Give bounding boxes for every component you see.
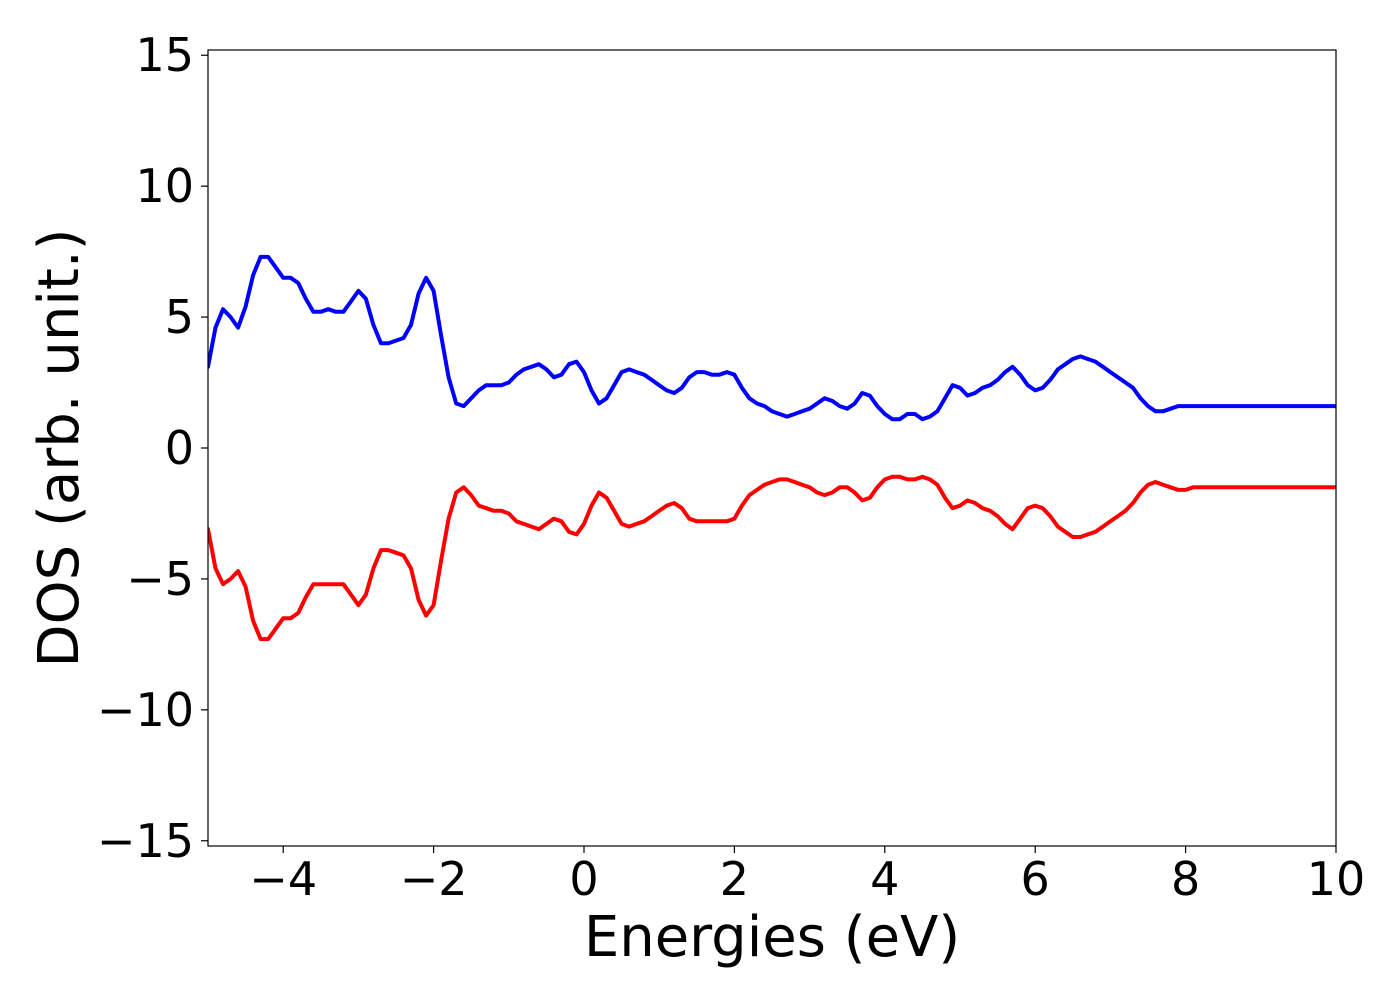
y-tick-label: 15	[135, 28, 194, 82]
y-tick-label: −5	[126, 552, 194, 606]
x-axis-title: Energies (eV)	[584, 905, 960, 970]
x-tick-label: 4	[870, 852, 899, 906]
y-tick-label: 0	[165, 421, 194, 475]
y-axis-title: DOS (arb. unit.)	[27, 228, 92, 667]
x-tick-label: −2	[400, 852, 468, 906]
series-line-2	[208, 474, 1336, 642]
x-tick-label: 6	[1021, 852, 1050, 906]
plot-frame	[207, 49, 1337, 847]
x-tick-label: 8	[1171, 852, 1200, 906]
y-tick-label: −15	[97, 814, 194, 868]
y-axis: 15 10 5 0 −5 −10 −15	[97, 28, 208, 868]
series-line-1	[208, 254, 1336, 422]
x-tick-label: 2	[720, 852, 749, 906]
y-tick-label: 5	[165, 290, 194, 344]
x-axis: −4 −2 0 2 4 6 8 10	[249, 846, 1365, 906]
x-tick-label: 10	[1307, 852, 1366, 906]
y-tick-label: −10	[97, 683, 194, 737]
x-tick-label: 0	[569, 852, 598, 906]
x-tick-label: −4	[249, 852, 317, 906]
y-tick-label: 10	[135, 159, 194, 213]
series-layer	[208, 254, 1336, 642]
